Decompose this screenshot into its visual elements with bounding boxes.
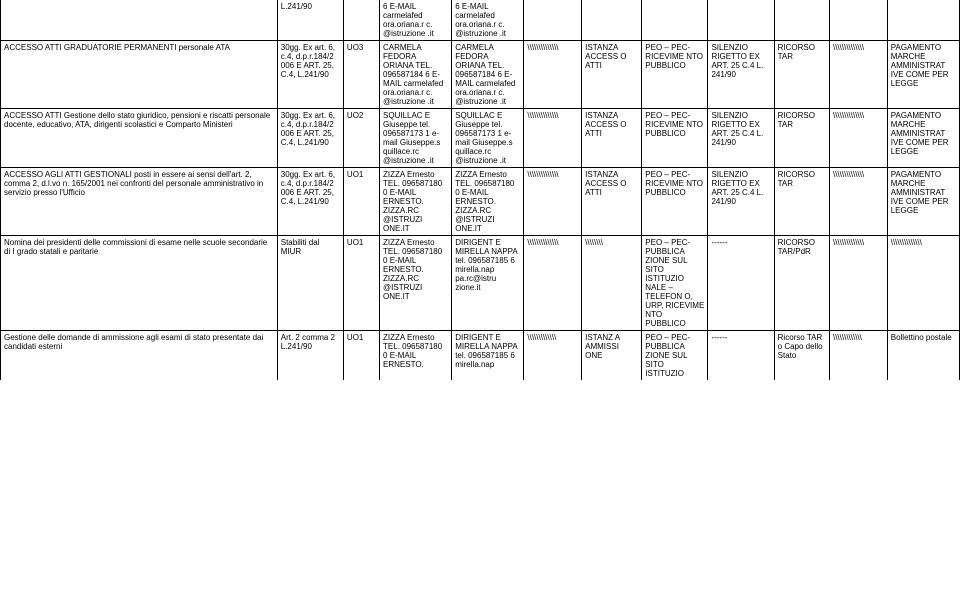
cell: ZIZZA Ernesto TEL. 096587180 0 E-MAIL ER… xyxy=(380,236,452,331)
cell xyxy=(642,0,708,41)
cell: \\\\\\\\\\\\\ xyxy=(524,331,582,381)
cell: RICORSO TAR xyxy=(774,41,829,109)
cell: \\\\\\\\ xyxy=(582,236,642,331)
cell xyxy=(524,0,582,41)
cell: PEO – PEC- PUBBLICA ZIONE SUL SITO ISTIT… xyxy=(642,331,708,381)
cell: ZIZZA Ernesto TEL. 096587180 0 E-MAIL ER… xyxy=(380,331,452,381)
cell: PEO – PEC- RICEVIME NTO PUBBLICO xyxy=(642,109,708,168)
cell: \\\\\\\\\\\\\\ xyxy=(524,236,582,331)
cell: ------ xyxy=(708,236,774,331)
cell xyxy=(582,0,642,41)
cell: ISTANZA ACCESS O ATTI xyxy=(582,168,642,236)
cell: Stabiliti dal MIUR xyxy=(277,236,343,331)
cell xyxy=(774,0,829,41)
cell: UO1 xyxy=(343,331,379,381)
cell: ISTANZ A AMMISSI ONE xyxy=(582,331,642,381)
cell: Bollettino postale xyxy=(887,331,959,381)
cell: PEO – PEC- RICEVIME NTO PUBBLICO xyxy=(642,168,708,236)
cell: SILENZIO RIGETTO EX ART. 25 C.4 L. 241/9… xyxy=(708,168,774,236)
table-row: ACCESSO AGLI ATTI GESTIONALI posti in es… xyxy=(1,168,960,236)
cell: UO3 xyxy=(343,41,379,109)
cell: SQUILLAC E Giuseppe tel. 096587173 1 e-m… xyxy=(452,109,524,168)
cell: UO1 xyxy=(343,236,379,331)
cell: \\\\\\\\\\\\\\ xyxy=(829,109,887,168)
cell xyxy=(343,0,379,41)
cell xyxy=(1,0,278,41)
cell: UO2 xyxy=(343,109,379,168)
cell: ISTANZA ACCESS O ATTI xyxy=(582,41,642,109)
cell: Ricorso TAR o Capo dello Stato xyxy=(774,331,829,381)
cell: CARMELA FEDORA ORIANA TEL. 096587184 6 E… xyxy=(380,41,452,109)
cell-description: Gestione delle domande di ammissione agl… xyxy=(1,331,278,381)
table-row: Gestione delle domande di ammissione agl… xyxy=(1,331,960,381)
document-page: L.241/90 6 E-MAIL carmelafed ora.oriana.… xyxy=(0,0,960,604)
cell: ------ xyxy=(708,331,774,381)
cell: PEO – PEC- RICEVIME NTO PUBBLICO xyxy=(642,41,708,109)
cell xyxy=(829,0,887,41)
cell: 30gg. Ex art. 6, c.4, d.p.r.184/2 006 E … xyxy=(277,168,343,236)
cell: PAGAMENTO MARCHE AMMINISTRAT IVE COME PE… xyxy=(887,168,959,236)
cell: Art. 2 comma 2 L.241/90 xyxy=(277,331,343,381)
cell: PAGAMENTO MARCHE AMMINISTRAT IVE COME PE… xyxy=(887,109,959,168)
cell: 6 E-MAIL carmelafed ora.oriana.r c. @ist… xyxy=(452,0,524,41)
cell: \\\\\\\\\\\\\\ xyxy=(524,41,582,109)
cell: \\\\\\\\\\\\\ xyxy=(829,331,887,381)
cell: ZIZZA Ernesto TEL. 096587180 0 E-MAIL ER… xyxy=(380,168,452,236)
cell: \\\\\\\\\\\\\\ xyxy=(524,109,582,168)
admin-procedures-table: L.241/90 6 E-MAIL carmelafed ora.oriana.… xyxy=(0,0,960,380)
table-row: ACCESSO ATTI GRADUATORIE PERMANENTI pers… xyxy=(1,41,960,109)
cell: RICORSO TAR xyxy=(774,109,829,168)
cell: ZIZZA Ernesto TEL. 096587180 0 E-MAIL ER… xyxy=(452,168,524,236)
cell: \\\\\\\\\\\\\\ xyxy=(829,168,887,236)
cell: SQUILLAC E Giuseppe tel. 096587173 1 e-m… xyxy=(380,109,452,168)
cell: ISTANZA ACCESS O ATTI xyxy=(582,109,642,168)
cell: SILENZIO RIGETTO EX ART. 25 C.4 L. 241/9… xyxy=(708,109,774,168)
cell: L.241/90 xyxy=(277,0,343,41)
cell-description: ACCESSO AGLI ATTI GESTIONALI posti in es… xyxy=(1,168,278,236)
cell: 30gg. Ex art. 6, c.4, d.p.r.184/2 006 E … xyxy=(277,109,343,168)
cell xyxy=(887,0,959,41)
cell: UO1 xyxy=(343,168,379,236)
cell-description: Nomina dei presidenti delle commissioni … xyxy=(1,236,278,331)
cell: DIRIGENT E MIRELLA NAPPA tel. 096587185 … xyxy=(452,236,524,331)
cell: CARMELA FEDORA ORIANA TEL. 096587184 6 E… xyxy=(452,41,524,109)
cell: \\\\\\\\\\\\\\ xyxy=(829,41,887,109)
cell: SILENZIO RIGETTO EX ART. 25 C.4 L. 241/9… xyxy=(708,41,774,109)
table-row: ACCESSO ATTI Gestione dello stato giurid… xyxy=(1,109,960,168)
cell: PAGAMENTO MARCHE AMMINISTRAT IVE COME PE… xyxy=(887,41,959,109)
cell: PEO – PEC- PUBBLICA ZIONE SUL SITO ISTIT… xyxy=(642,236,708,331)
cell: 30gg. Ex art. 6, c.4, d.p.r.184/2 006 E … xyxy=(277,41,343,109)
cell: \\\\\\\\\\\\\\ xyxy=(524,168,582,236)
cell-description: ACCESSO ATTI GRADUATORIE PERMANENTI pers… xyxy=(1,41,278,109)
cell: \\\\\\\\\\\\\\ xyxy=(829,236,887,331)
table-row: Nomina dei presidenti delle commissioni … xyxy=(1,236,960,331)
cell: RICORSO TAR/PdR xyxy=(774,236,829,331)
table-row-stub: L.241/90 6 E-MAIL carmelafed ora.oriana.… xyxy=(1,0,960,41)
cell: DIRIGENT E MIRELLA NAPPA tel. 096587185 … xyxy=(452,331,524,381)
cell: \\\\\\\\\\\\\\ xyxy=(887,236,959,331)
cell: RICORSO TAR xyxy=(774,168,829,236)
cell-description: ACCESSO ATTI Gestione dello stato giurid… xyxy=(1,109,278,168)
cell xyxy=(708,0,774,41)
cell: 6 E-MAIL carmelafed ora.oriana.r c. @ist… xyxy=(380,0,452,41)
